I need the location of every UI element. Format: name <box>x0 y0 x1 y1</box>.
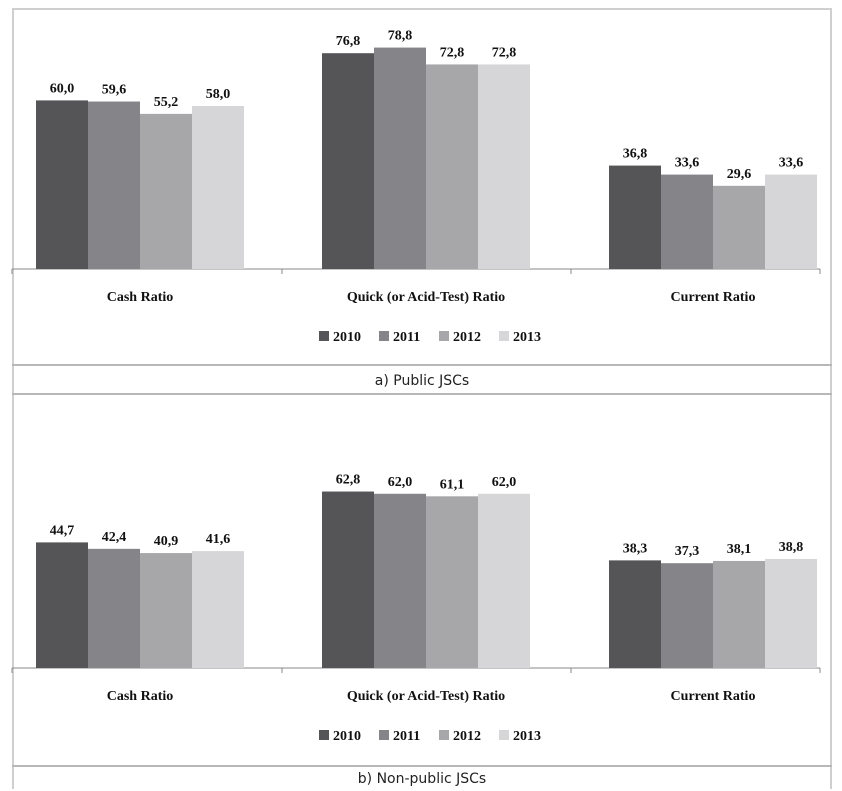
legend-swatch-2010 <box>319 331 329 341</box>
category-label-quick-or-acid-test-ratio: Quick (or Acid-Test) Ratio <box>347 290 505 305</box>
bar-cash-ratio-2011 <box>88 548 140 668</box>
data-label-current-ratio-2011: 37,3 <box>675 544 700 559</box>
legend-label-2013: 2013 <box>513 729 541 744</box>
bar-cash-ratio-2010 <box>36 542 88 668</box>
bar-cash-ratio-2013 <box>192 551 244 668</box>
caption-divider-top-b <box>12 765 832 767</box>
data-label-quick-or-acid-test-ratio-2011: 78,8 <box>388 29 413 44</box>
category-label-cash-ratio: Cash Ratio <box>107 689 174 704</box>
bar-current-ratio-2011 <box>661 563 713 668</box>
category-label-current-ratio: Current Ratio <box>671 689 756 704</box>
data-label-quick-or-acid-test-ratio-2012: 61,1 <box>440 477 465 492</box>
bar-quick-or-acid-test-ratio-2011 <box>374 493 426 668</box>
legend-label-2010: 2010 <box>333 729 361 744</box>
figure-frame <box>12 8 832 789</box>
chart-public-jscs: 60,0 76,8 36,8 59,6 78,8 33,6 55,2 72,8 29,6 58,0… <box>11 29 821 345</box>
data-label-quick-or-acid-test-ratio-2010: 76,8 <box>336 34 361 49</box>
data-label-cash-ratio-2011: 59,6 <box>102 83 127 98</box>
bar-cash-ratio-2012 <box>140 113 192 269</box>
data-label-current-ratio-2012: 38,1 <box>727 542 752 557</box>
legend-label-2010: 2010 <box>333 330 361 345</box>
data-label-current-ratio-2010: 36,8 <box>623 147 648 162</box>
legend-swatch-2013 <box>499 331 509 341</box>
bar-quick-or-acid-test-ratio-2013 <box>478 64 530 269</box>
data-label-current-ratio-2013: 33,6 <box>779 156 804 171</box>
data-label-current-ratio-2011: 33,6 <box>675 156 700 171</box>
bar-cash-ratio-2011 <box>88 101 140 269</box>
bar-current-ratio-2013 <box>765 174 817 269</box>
bar-quick-or-acid-test-ratio-2012 <box>426 496 478 668</box>
bar-current-ratio-2011 <box>661 174 713 269</box>
legend-swatch-2013 <box>499 730 509 740</box>
category-label-current-ratio: Current Ratio <box>671 290 756 305</box>
legend-swatch-2012 <box>439 730 449 740</box>
legend-label-2011: 2011 <box>393 330 420 345</box>
bar-current-ratio-2012 <box>713 560 765 668</box>
chart-non-public-jscs: 44,7 62,8 38,3 42,4 62,0 37,3 40,9 61,1 38,1 41,6… <box>11 473 821 744</box>
data-label-current-ratio-2012: 29,6 <box>727 167 752 182</box>
data-label-quick-or-acid-test-ratio-2010: 62,8 <box>336 473 361 488</box>
data-label-quick-or-acid-test-ratio-2013: 72,8 <box>492 45 517 60</box>
data-label-cash-ratio-2010: 44,7 <box>50 523 75 538</box>
data-label-current-ratio-2010: 38,3 <box>623 541 648 556</box>
data-label-quick-or-acid-test-ratio-2012: 72,8 <box>440 45 465 60</box>
bar-quick-or-acid-test-ratio-2010 <box>322 491 374 668</box>
legend-label-2013: 2013 <box>513 330 541 345</box>
legend-label-2011: 2011 <box>393 729 420 744</box>
bar-current-ratio-2010 <box>609 165 661 269</box>
caption-public-jscs: a) Public JSCs <box>374 373 470 389</box>
caption-divider-top-a <box>12 364 832 366</box>
bar-quick-or-acid-test-ratio-2010 <box>322 53 374 269</box>
legend-label-2012: 2012 <box>453 330 481 345</box>
caption-divider-bottom-a <box>12 393 832 395</box>
legend-swatch-2011 <box>379 331 389 341</box>
data-label-cash-ratio-2013: 58,0 <box>206 87 231 102</box>
data-label-cash-ratio-2012: 55,2 <box>154 95 179 110</box>
legend-swatch-2010 <box>319 730 329 740</box>
bar-current-ratio-2013 <box>765 558 817 668</box>
bar-cash-ratio-2010 <box>36 100 88 270</box>
bar-quick-or-acid-test-ratio-2012 <box>426 64 478 269</box>
caption-non-public-jscs: b) Non-public JSCs <box>357 771 487 787</box>
data-label-current-ratio-2013: 38,8 <box>779 540 804 555</box>
data-label-cash-ratio-2011: 42,4 <box>102 530 127 545</box>
data-label-cash-ratio-2012: 40,9 <box>154 534 179 549</box>
data-label-quick-or-acid-test-ratio-2013: 62,0 <box>492 475 517 490</box>
category-label-quick-or-acid-test-ratio: Quick (or Acid-Test) Ratio <box>347 689 505 704</box>
bar-cash-ratio-2013 <box>192 106 244 270</box>
data-label-cash-ratio-2013: 41,6 <box>206 532 231 547</box>
data-label-quick-or-acid-test-ratio-2011: 62,0 <box>388 475 413 490</box>
legend-label-2012: 2012 <box>453 729 481 744</box>
legend-swatch-2012 <box>439 331 449 341</box>
bar-quick-or-acid-test-ratio-2013 <box>478 493 530 668</box>
bar-current-ratio-2012 <box>713 185 765 269</box>
bar-cash-ratio-2012 <box>140 553 192 668</box>
bar-current-ratio-2010 <box>609 560 661 668</box>
legend-swatch-2011 <box>379 730 389 740</box>
bar-quick-or-acid-test-ratio-2011 <box>374 47 426 270</box>
category-label-cash-ratio: Cash Ratio <box>107 290 174 305</box>
data-label-cash-ratio-2010: 60,0 <box>50 81 75 96</box>
